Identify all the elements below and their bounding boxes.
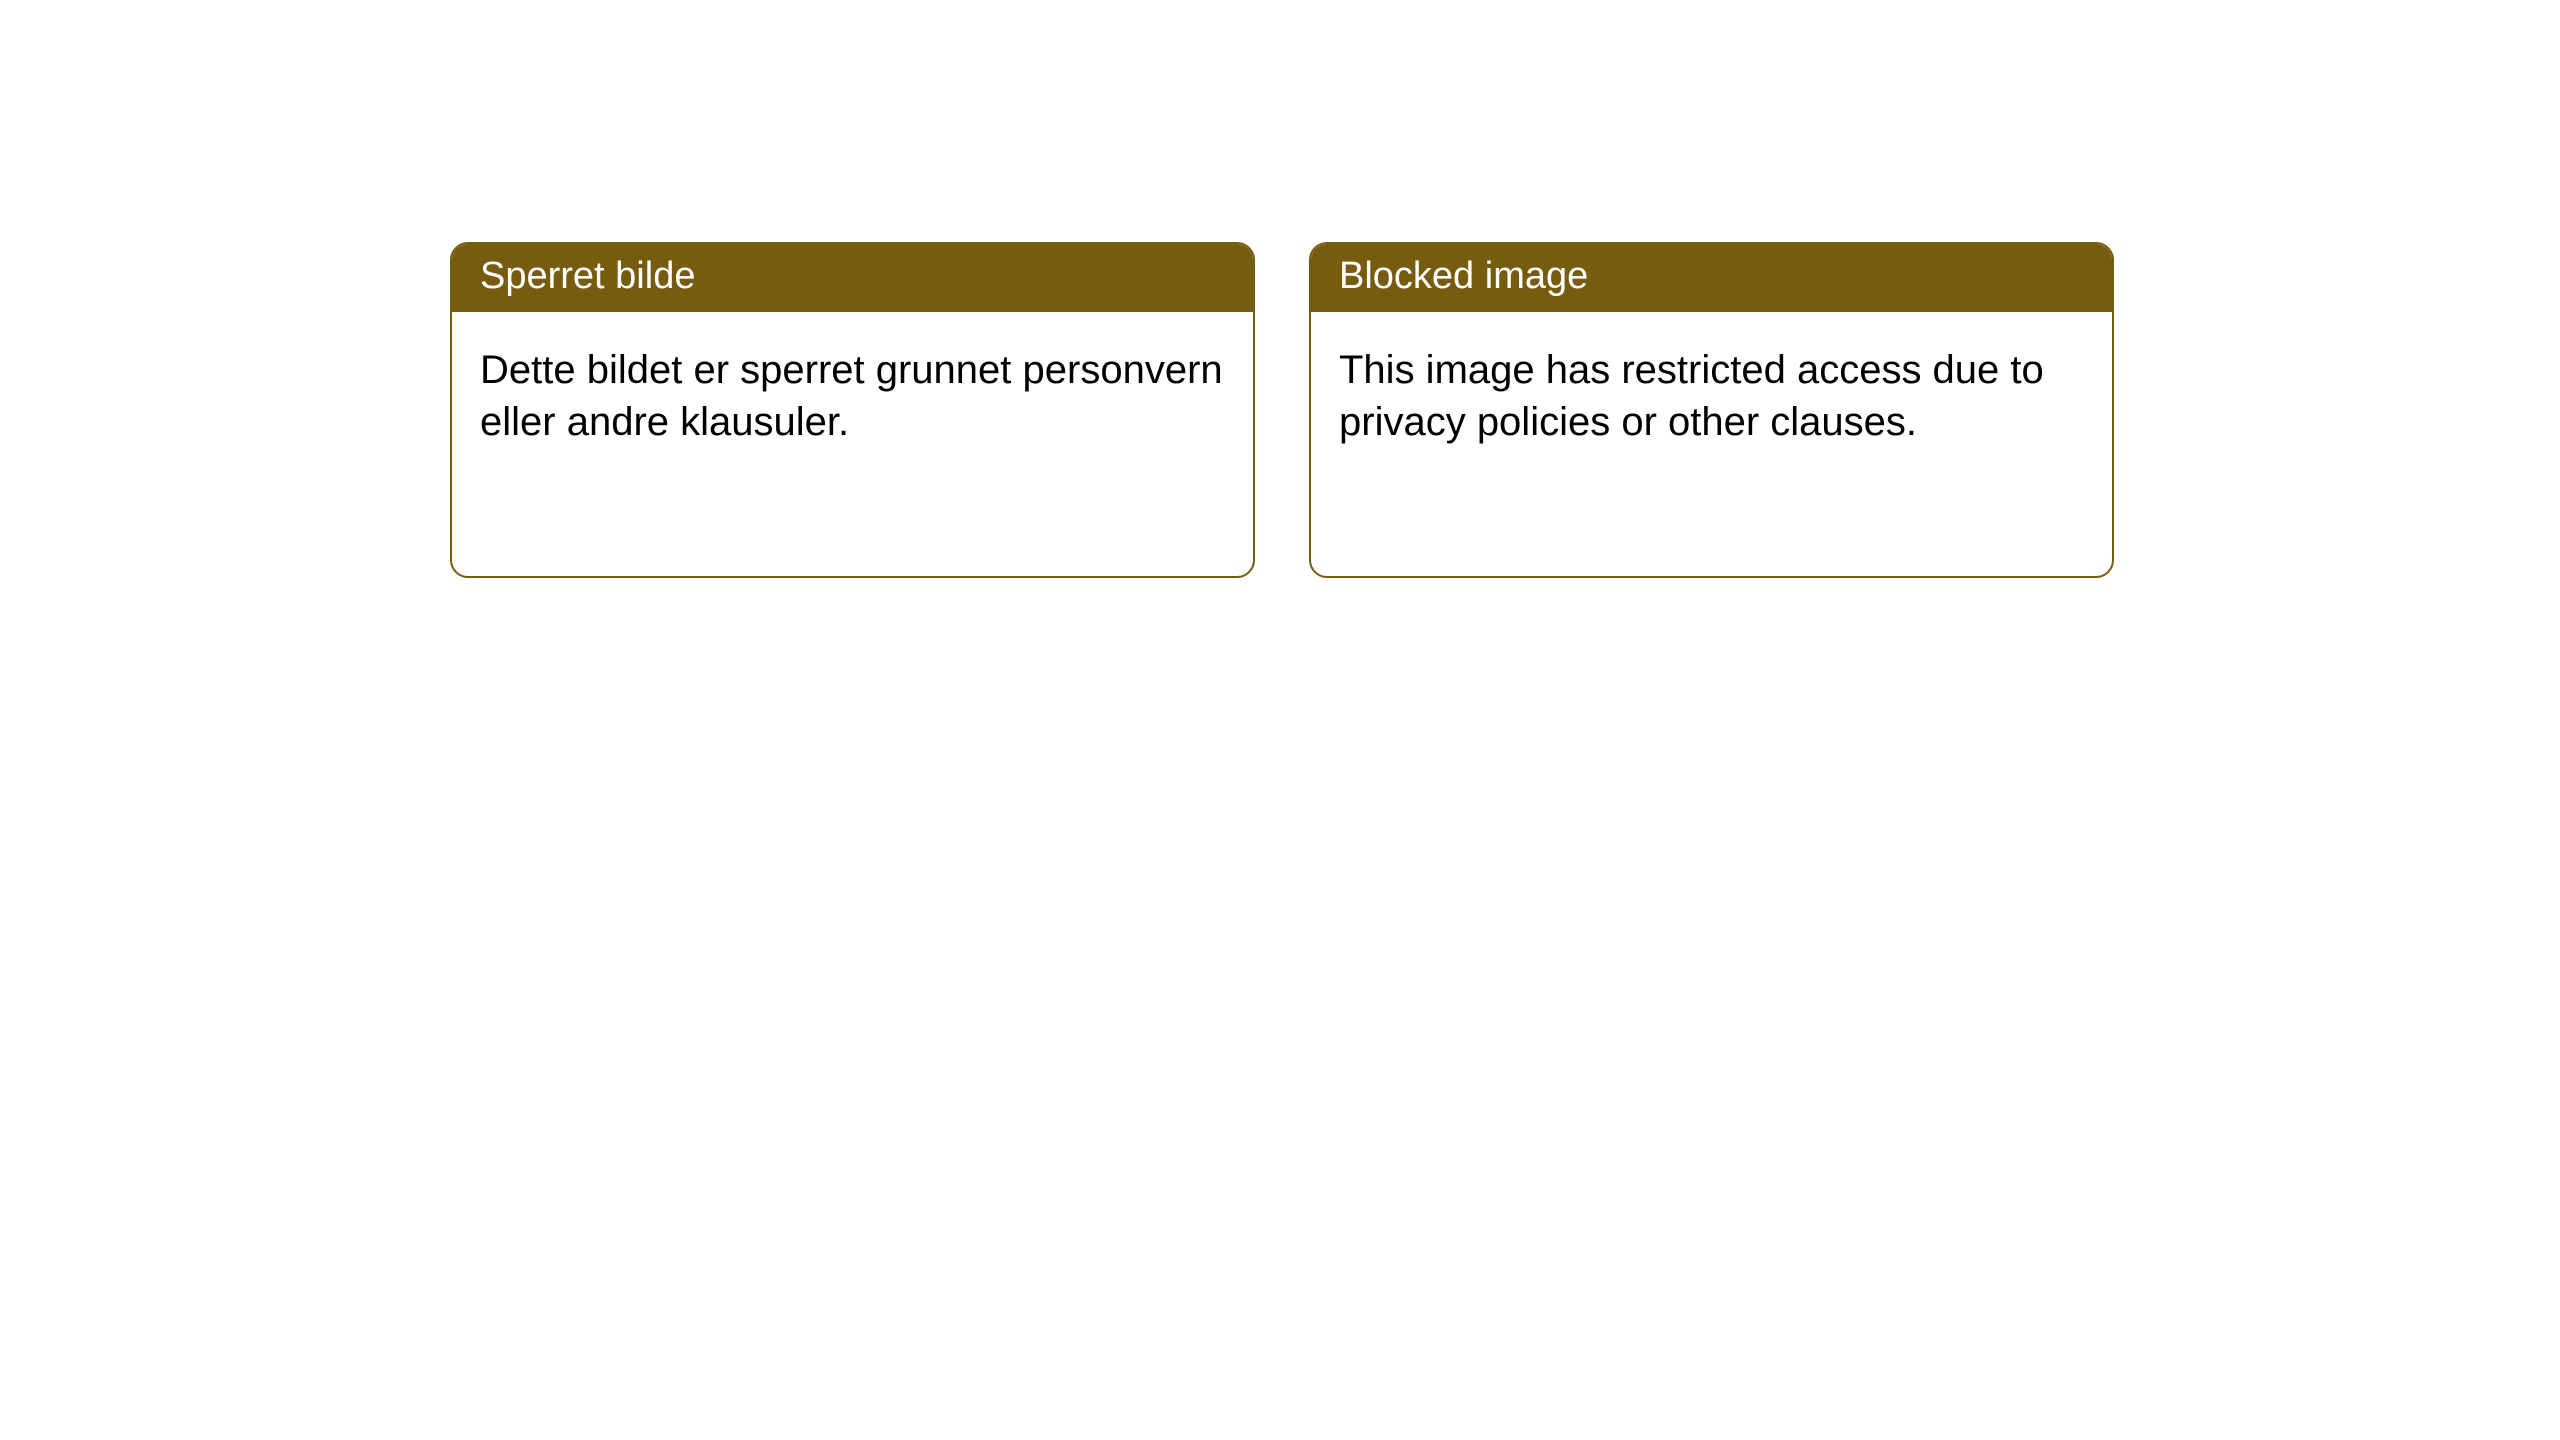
panel-container: Sperret bilde Dette bildet er sperret gr… bbox=[0, 0, 2560, 578]
panel-body-no: Dette bildet er sperret grunnet personve… bbox=[452, 312, 1253, 480]
blocked-image-panel-en: Blocked image This image has restricted … bbox=[1309, 242, 2114, 578]
panel-header-no: Sperret bilde bbox=[452, 244, 1253, 312]
panel-header-en: Blocked image bbox=[1311, 244, 2112, 312]
blocked-image-panel-no: Sperret bilde Dette bildet er sperret gr… bbox=[450, 242, 1255, 578]
panel-body-en: This image has restricted access due to … bbox=[1311, 312, 2112, 480]
